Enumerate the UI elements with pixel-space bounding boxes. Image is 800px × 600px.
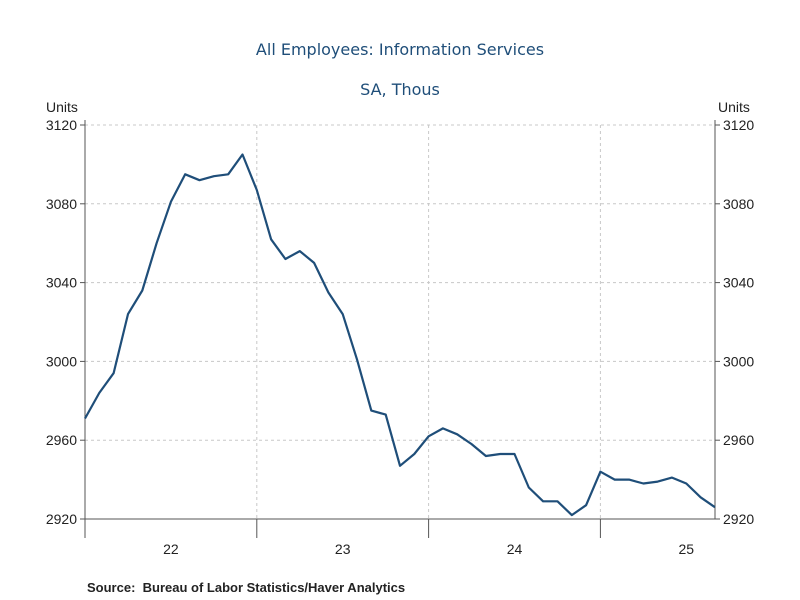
left-y-tick-label: 3120 — [46, 117, 77, 133]
right-y-tick-label: 3080 — [723, 196, 754, 212]
series-layer — [84, 153, 716, 517]
left-y-tick-label: 3000 — [46, 353, 77, 369]
right-y-tick-label: 2960 — [723, 432, 754, 448]
x-tick-label: 25 — [679, 541, 695, 557]
chart-title: All Employees: Information Services — [256, 40, 544, 59]
right-y-tick-label: 3040 — [723, 275, 754, 291]
right-y-tick-label: 2920 — [723, 511, 754, 527]
left-y-tick-label: 3080 — [46, 196, 77, 212]
series-line — [84, 153, 716, 517]
tick-labels: 2920 2920 2960 2960 3000 3000 3040 3040 3080 3080… — [46, 117, 755, 557]
left-axis-unit-label: Units — [46, 99, 78, 115]
chart-subtitle: SA, Thous — [360, 80, 440, 99]
source-note: Source: Bureau of Labor Statistics/Haver… — [87, 580, 406, 595]
x-tick-label: 23 — [335, 541, 351, 557]
right-y-tick-label: 3000 — [723, 353, 754, 369]
x-tick-label: 22 — [163, 541, 179, 557]
left-y-tick-label: 2960 — [46, 432, 77, 448]
left-y-tick-label: 3040 — [46, 275, 77, 291]
right-axis-unit-label: Units — [718, 99, 750, 115]
left-y-tick-label: 2920 — [46, 511, 77, 527]
axes — [80, 120, 720, 538]
x-tick-label: 24 — [507, 541, 523, 557]
right-y-tick-label: 3120 — [723, 117, 754, 133]
